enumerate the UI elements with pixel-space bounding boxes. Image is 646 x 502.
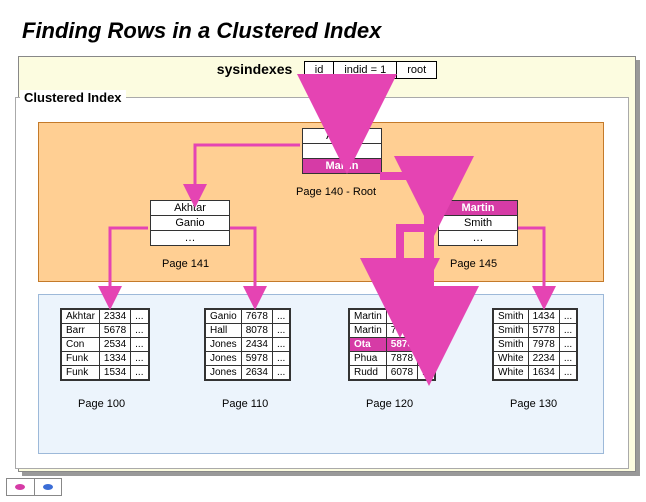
leaf-node: Martin1234...Martin7778...Ota5878...Phua… bbox=[348, 308, 436, 381]
sysindexes-cell: id bbox=[304, 61, 335, 79]
leaf-page-label: Page 130 bbox=[510, 398, 557, 410]
node-row: … bbox=[303, 144, 381, 159]
sysindexes-cell: indid = 1 bbox=[333, 61, 397, 79]
outer-container: sysindexes idindid = 1root Clustered Ind… bbox=[18, 56, 636, 472]
node-row: Smith bbox=[439, 216, 517, 231]
node-row: Ganio bbox=[151, 216, 229, 231]
leaf-node: Smith1434...Smith5778...Smith7978...Whit… bbox=[492, 308, 578, 381]
cluster-label: Clustered Index bbox=[20, 90, 126, 105]
diagram-title: Finding Rows in a Clustered Index bbox=[0, 0, 646, 44]
right-page-label: Page 145 bbox=[450, 258, 497, 270]
footer-icon bbox=[6, 478, 62, 496]
node-row: Akhtar bbox=[303, 129, 381, 144]
node-row: Martin bbox=[303, 159, 381, 173]
node-row: Martin bbox=[439, 201, 517, 216]
right-intermediate-node: MartinSmith… bbox=[438, 200, 518, 246]
sysindexes-cell: root bbox=[396, 61, 437, 79]
sysindexes-row: sysindexes idindid = 1root bbox=[19, 61, 635, 79]
left-intermediate-node: AkhtarGanio… bbox=[150, 200, 230, 246]
node-row: … bbox=[439, 231, 517, 245]
cluster-box: Clustered Index Akhtar…Martin Page 140 -… bbox=[15, 97, 629, 469]
root-node: Akhtar…Martin bbox=[302, 128, 382, 174]
root-page-label: Page 140 - Root bbox=[296, 186, 376, 198]
leaf-node: Akhtar2334...Barr5678...Con2534...Funk13… bbox=[60, 308, 150, 381]
node-row: … bbox=[151, 231, 229, 245]
leaf-node: Ganio7678...Hall8078...Jones2434...Jones… bbox=[204, 308, 291, 381]
node-row: Akhtar bbox=[151, 201, 229, 216]
leaf-page-label: Page 100 bbox=[78, 398, 125, 410]
leaf-page-label: Page 120 bbox=[366, 398, 413, 410]
left-page-label: Page 141 bbox=[162, 258, 209, 270]
sysindexes-label: sysindexes bbox=[217, 61, 293, 77]
leaf-page-label: Page 110 bbox=[222, 398, 268, 410]
